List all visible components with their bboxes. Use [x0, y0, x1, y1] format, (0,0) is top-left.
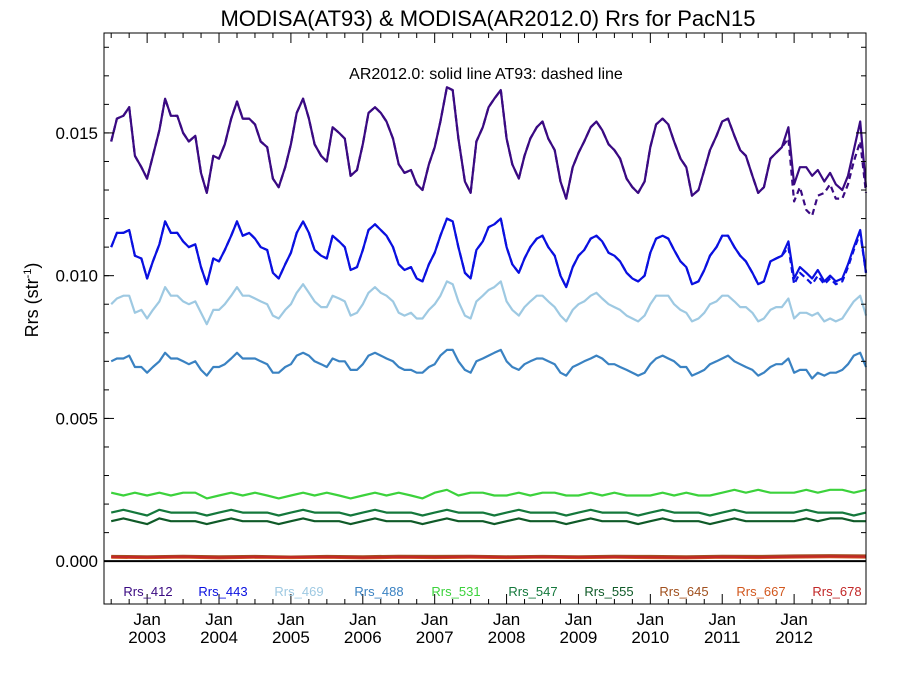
series-line-rrs-555: [110, 517, 866, 526]
x-tick-label-year: 2012: [775, 628, 813, 647]
series-line-rrs-678: [111, 555, 867, 559]
chart-title: MODISA(AT93) & MODISA(AR2012.0) Rrs for …: [220, 6, 755, 31]
x-tick-label-month: Jan: [565, 610, 592, 629]
axes-layer: 0.0000.0050.0100.015Jan2003Jan2004Jan200…: [55, 32, 867, 647]
x-tick-label-year: 2010: [631, 628, 669, 647]
y-tick-label: 0.010: [55, 267, 98, 286]
x-tick-label-month: Jan: [277, 610, 304, 629]
y-axis-label-superscript: -1: [22, 269, 34, 279]
legend-entry-rrs-488: Rrs_488: [354, 584, 403, 599]
y-tick-label: 0.005: [55, 409, 98, 428]
line-style-annotation: AR2012.0: solid line AT93: dashed line: [349, 66, 623, 83]
y-axis-label-main: Rrs (str: [22, 278, 42, 337]
x-tick-label-month: Jan: [133, 610, 160, 629]
series-dashed-line-rrs-412: [110, 86, 868, 217]
series-layer: [110, 86, 868, 560]
y-axis-label-close: ): [22, 263, 42, 269]
legend-entry-rrs-555: Rrs_555: [584, 584, 633, 599]
x-tick-label-month: Jan: [349, 610, 376, 629]
legend-entry-rrs-412: Rrs_412: [123, 584, 172, 599]
x-tick-label-month: Jan: [493, 610, 520, 629]
series-line-rrs-488: [110, 348, 868, 380]
plot-frame: [103, 32, 867, 605]
x-tick-label-year: 2009: [560, 628, 598, 647]
legend-entry-rrs-645: Rrs_645: [659, 584, 708, 599]
x-tick-label-year: 2011: [704, 628, 741, 647]
legend-entry-rrs-678: Rrs_678: [812, 584, 861, 599]
x-tick-label-year: 2005: [272, 628, 310, 647]
series-line-rrs-547: [110, 508, 867, 517]
x-tick-label-month: Jan: [780, 610, 807, 629]
legend: Rrs_412 Rrs_443 Rrs_469 Rrs_488 Rrs_531 Rrs_5…: [123, 584, 861, 599]
legend-entry-rrs-547: Rrs_547: [508, 584, 557, 599]
legend-entry-rrs-443: Rrs_443: [198, 584, 247, 599]
x-tick-label-year: 2006: [344, 628, 382, 647]
x-tick-label-month: Jan: [421, 610, 448, 629]
x-tick-label-year: 2008: [488, 628, 526, 647]
series-dashed-line-rrs-443: [110, 217, 868, 289]
legend-entry-rrs-531: Rrs_531: [431, 584, 480, 599]
y-tick-label: 0.000: [55, 552, 98, 571]
y-tick-label: 0.015: [55, 124, 98, 143]
x-tick-label-year: 2003: [128, 628, 166, 647]
series-line-rrs-469: [110, 280, 868, 326]
x-tick-label-month: Jan: [709, 610, 736, 629]
x-tick-label-year: 2007: [416, 628, 454, 647]
legend-entry-rrs-667: Rrs_667: [736, 584, 785, 599]
x-tick-label-month: Jan: [637, 610, 664, 629]
series-line-rrs-531: [110, 488, 867, 500]
series-line-rrs-412: [110, 86, 868, 200]
x-tick-label-year: 2004: [200, 628, 238, 647]
x-tick-label-month: Jan: [205, 610, 232, 629]
legend-entry-rrs-469: Rrs_469: [274, 584, 323, 599]
y-axis-label: Rrs (str-1): [22, 263, 42, 338]
